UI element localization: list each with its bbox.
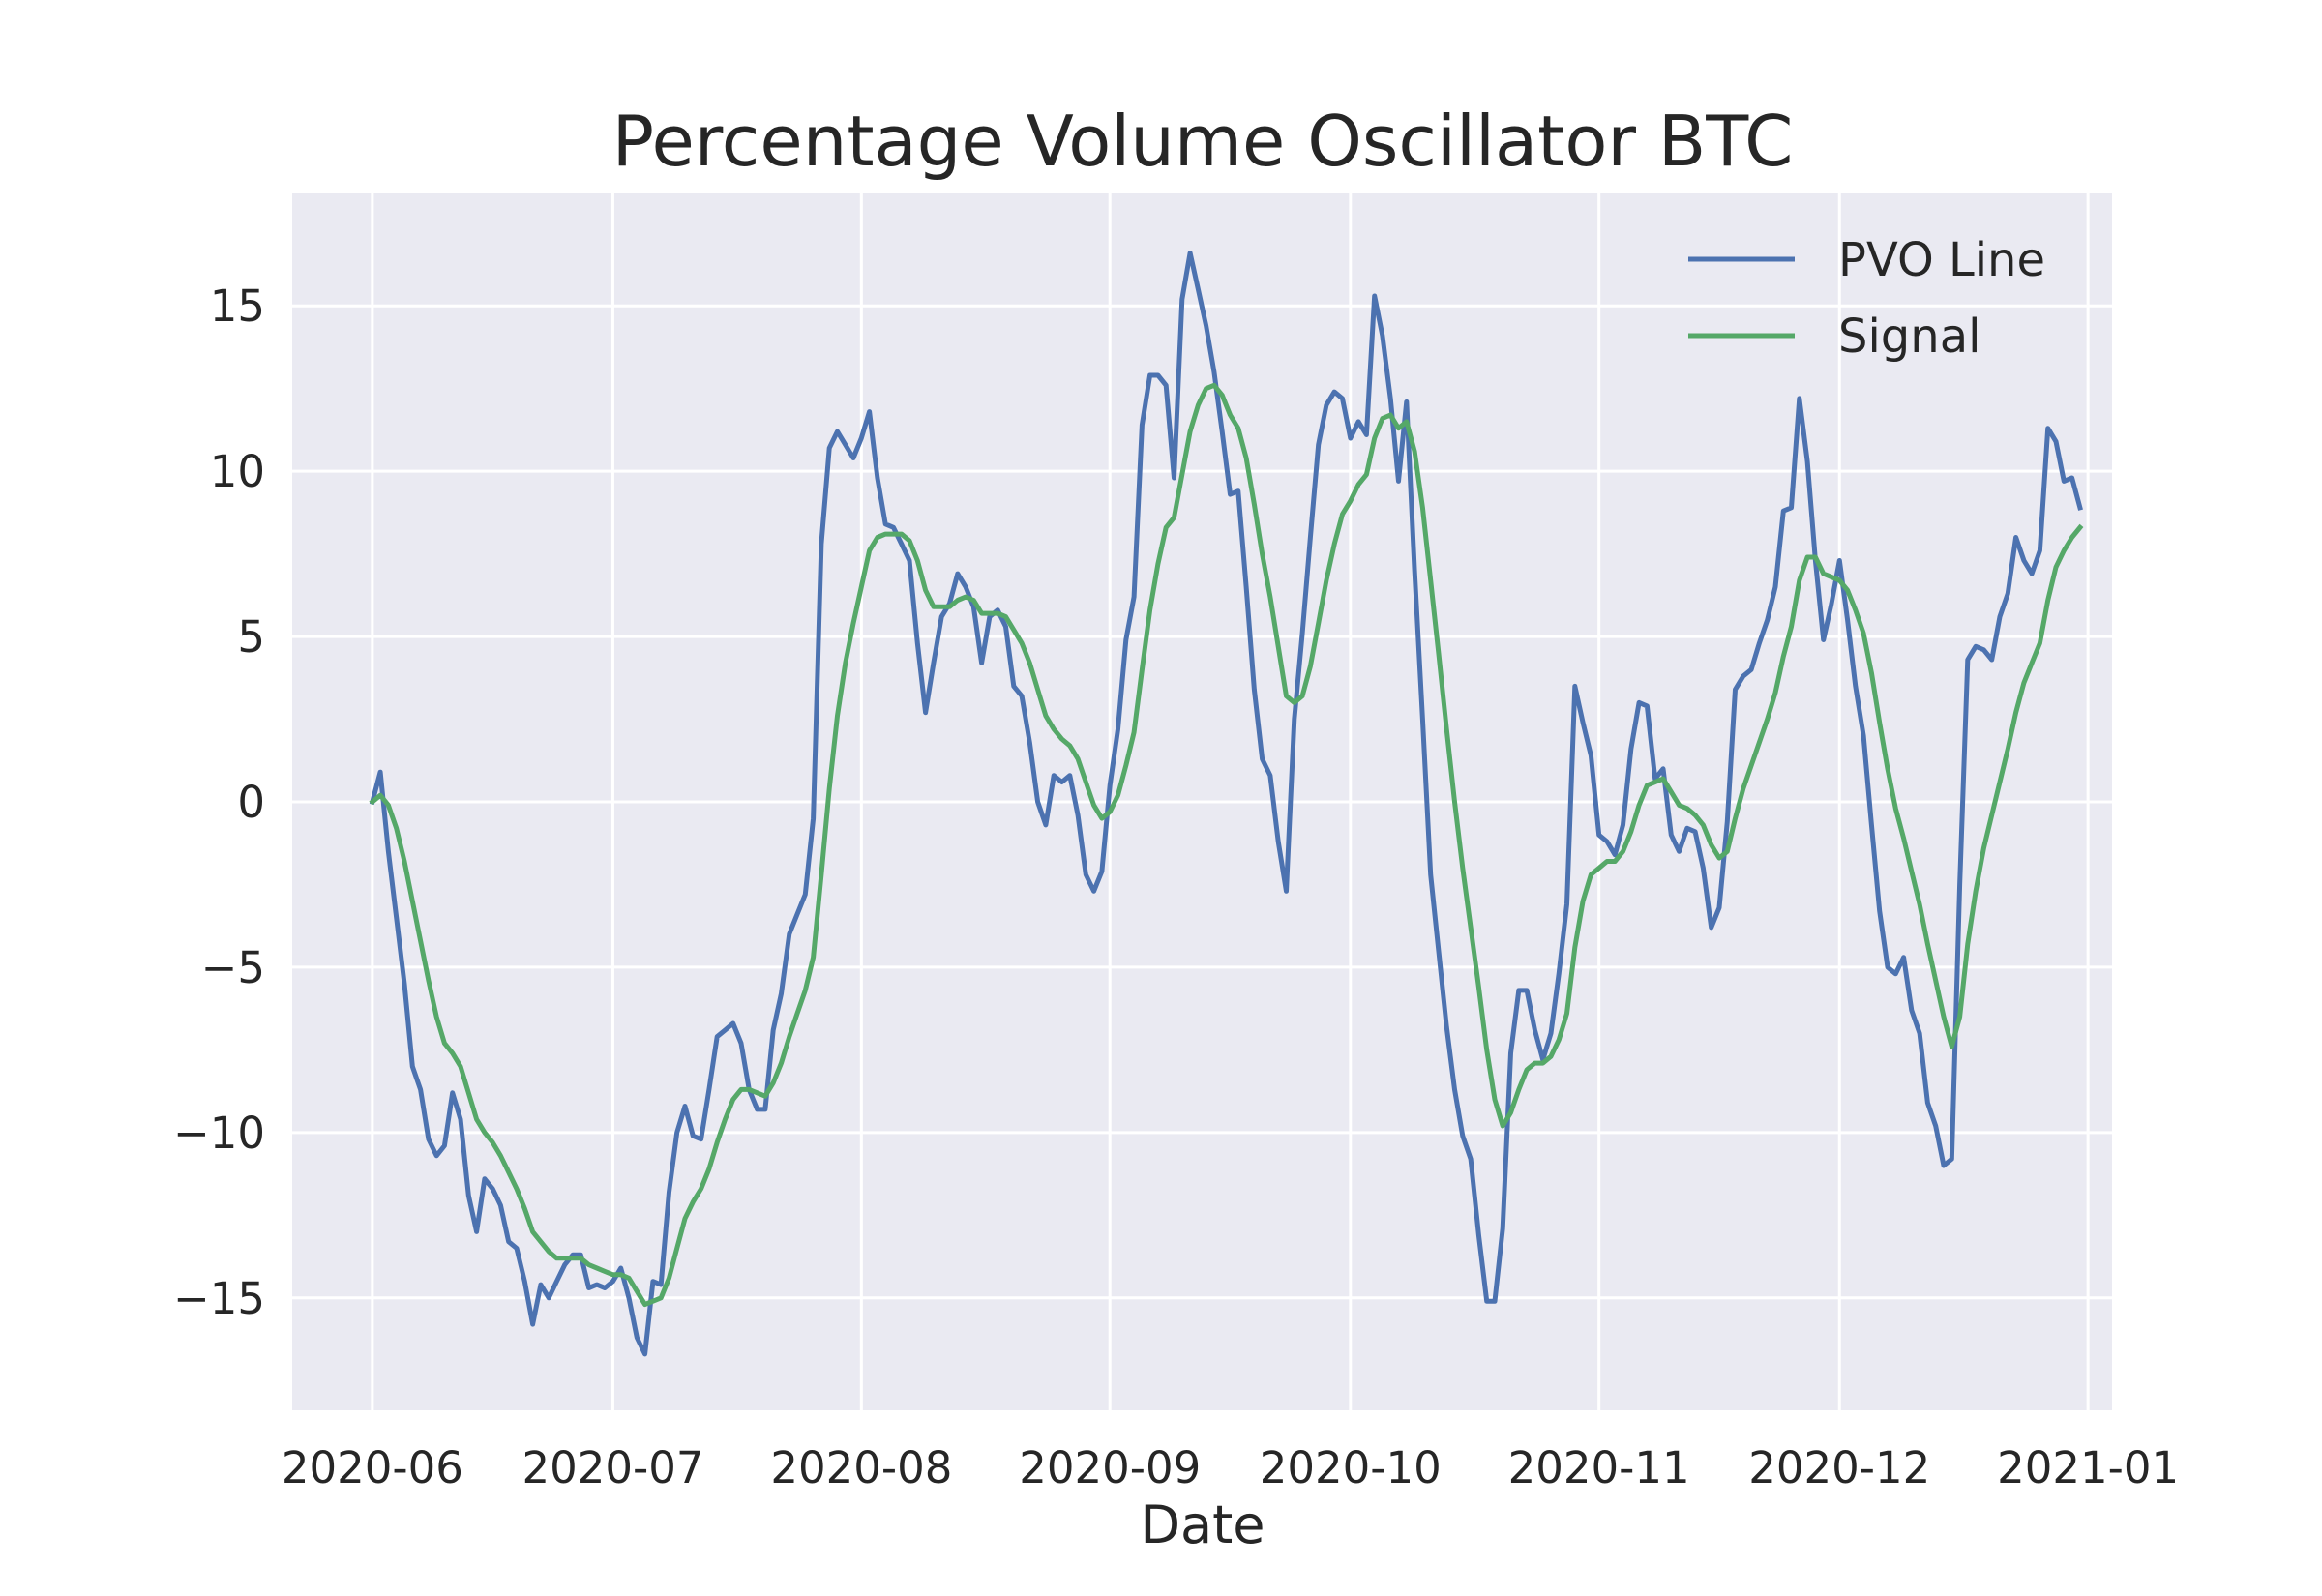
x-tick-label: 2020-06	[282, 1442, 463, 1493]
x-tick-label: 2020-10	[1260, 1442, 1442, 1493]
y-tick-label: 0	[237, 777, 265, 828]
y-tick-label: 15	[210, 281, 265, 332]
series-line-signal	[369, 382, 2084, 1308]
x-tick-label: 2020-11	[1508, 1442, 1690, 1493]
plot-area	[292, 193, 2112, 1410]
x-tick-label: 2020-09	[1019, 1442, 1201, 1493]
y-tick-label: −15	[173, 1273, 265, 1324]
y-tick-label: −10	[173, 1108, 265, 1159]
legend-label-pvo-line: PVO Line	[1838, 233, 2045, 287]
y-tick-label: −5	[201, 942, 265, 993]
x-axis-label: Date	[1140, 1494, 1265, 1555]
legend: PVO Line Signal	[1688, 233, 2045, 364]
series-line-pvo-line	[369, 251, 2083, 1357]
x-axis-ticks: 2020-06 2020-07 2020-08 2020-09 2020-10 2020-…	[282, 1442, 2179, 1493]
series-lines	[369, 251, 2084, 1357]
grid-lines	[292, 193, 2112, 1410]
chart-title: Percentage Volume Oscillator BTC	[612, 101, 1794, 182]
x-tick-label: 2020-08	[770, 1442, 952, 1493]
y-tick-label: 10	[210, 446, 265, 497]
y-axis-ticks: −15 −10 −5 0 5 10 15	[173, 281, 265, 1324]
y-tick-label: 5	[237, 611, 265, 663]
x-tick-label: 2021-01	[1997, 1442, 2179, 1493]
x-tick-label: 2020-07	[521, 1442, 703, 1493]
x-tick-label: 2020-12	[1748, 1442, 1930, 1493]
legend-label-signal: Signal	[1838, 310, 1980, 364]
